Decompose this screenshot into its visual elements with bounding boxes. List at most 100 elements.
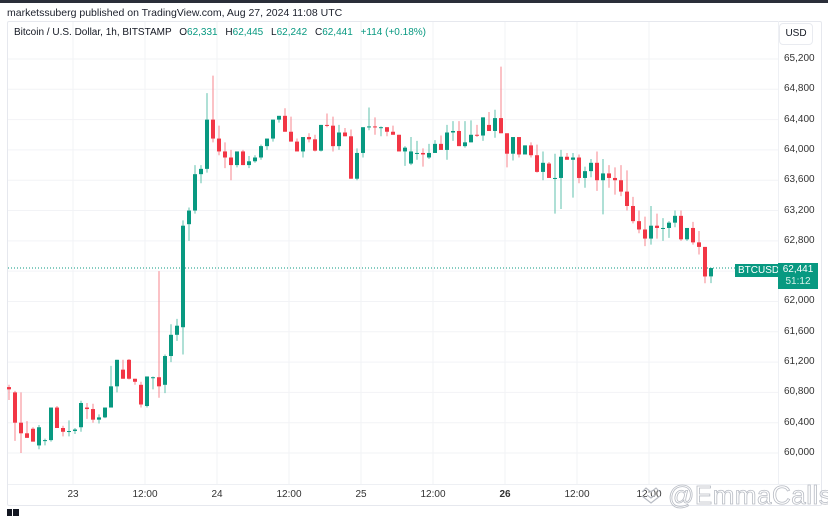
candle (511, 137, 515, 154)
candle (247, 161, 251, 166)
candle (559, 156, 563, 178)
candle (403, 147, 407, 152)
candle (445, 132, 449, 150)
symbol-name[interactable]: Bitcoin / U.S. Dollar, 1h, BITSTAMP (14, 27, 172, 38)
candle (349, 136, 353, 179)
candle (319, 124, 323, 151)
candle (709, 268, 713, 277)
candle (685, 227, 689, 240)
candle (499, 118, 503, 134)
candle (151, 377, 155, 379)
time-axis-label: 24 (211, 489, 223, 500)
candle (697, 242, 701, 247)
candle (115, 359, 119, 387)
watermark-text: @EmmaCalls (668, 480, 828, 511)
watermark-logo-icon (641, 487, 661, 504)
candle (325, 124, 329, 126)
candle (331, 125, 335, 147)
price-axis-label: 63,600 (784, 174, 815, 186)
candle (127, 359, 131, 379)
candle (541, 162, 545, 172)
candle (649, 225, 653, 239)
candle (19, 422, 23, 434)
candle (175, 325, 179, 335)
candle (529, 145, 533, 156)
candle (439, 143, 443, 150)
time-axis-label: 12:00 (420, 489, 446, 500)
candle (301, 137, 305, 152)
candle (265, 138, 269, 147)
ohlc-legend: Bitcoin / U.S. Dollar, 1h, BITSTAMP O 62,… (14, 27, 426, 38)
candle (307, 137, 311, 140)
time-axis-separator (8, 484, 820, 485)
candle (475, 134, 479, 136)
symbol-price-tag: BTCUSD (735, 264, 783, 277)
grid-lines (8, 22, 778, 484)
candle (415, 152, 419, 154)
candle (13, 392, 17, 423)
candle (85, 407, 89, 410)
candle (409, 151, 413, 164)
candle (601, 173, 605, 181)
candle (691, 227, 695, 243)
candle (97, 417, 101, 420)
candle (181, 225, 185, 328)
candle (517, 137, 521, 155)
candle (583, 171, 587, 178)
candle (631, 205, 635, 222)
candle (73, 429, 77, 432)
candle (655, 225, 659, 228)
candle (523, 145, 527, 155)
candle (49, 407, 53, 441)
candle (565, 156, 569, 160)
candle (661, 227, 665, 229)
candle (619, 180, 623, 192)
price-axis-label: 60,800 (784, 386, 815, 398)
close-label: C (314, 27, 323, 38)
candle (199, 168, 203, 175)
candle (577, 157, 581, 178)
candle (625, 191, 629, 206)
candle (589, 162, 593, 172)
close-value: 62,441 (322, 27, 353, 38)
candle (469, 134, 473, 143)
candle (235, 151, 239, 166)
candle (103, 407, 107, 418)
candle (139, 384, 143, 405)
price-axis-label: 63,200 (784, 204, 815, 216)
chart-frame (7, 21, 822, 506)
time-axis-label: 12:00 (564, 489, 590, 500)
candle (193, 174, 197, 211)
open-label: O (179, 27, 188, 38)
window-top-edge (0, 0, 828, 3)
candle (379, 127, 383, 129)
candle (679, 215, 683, 240)
candlestick-series (7, 66, 713, 453)
candle (61, 427, 65, 432)
candle (133, 378, 137, 382)
candle (343, 132, 347, 137)
candle (463, 142, 467, 147)
candle (37, 427, 41, 446)
candle (607, 173, 611, 178)
candle (571, 157, 575, 160)
bar-countdown: 51:12 (785, 275, 811, 287)
candle (289, 131, 293, 142)
candle (535, 155, 539, 172)
candle (505, 133, 509, 154)
publisher-line: marketssuberg published on TradingView.c… (7, 7, 343, 19)
candle (31, 428, 35, 442)
candle (643, 229, 647, 239)
low-label: L (271, 27, 277, 38)
currency-button[interactable]: USD (779, 23, 813, 45)
price-axis-label: 60,000 (784, 447, 815, 458)
price-axis-label: 64,000 (784, 143, 815, 155)
candle (43, 440, 47, 442)
low-value: 62,242 (276, 27, 308, 38)
candle (277, 115, 281, 120)
candle (283, 115, 287, 132)
candle (457, 130, 461, 147)
candle (493, 118, 497, 131)
candle (211, 119, 215, 139)
